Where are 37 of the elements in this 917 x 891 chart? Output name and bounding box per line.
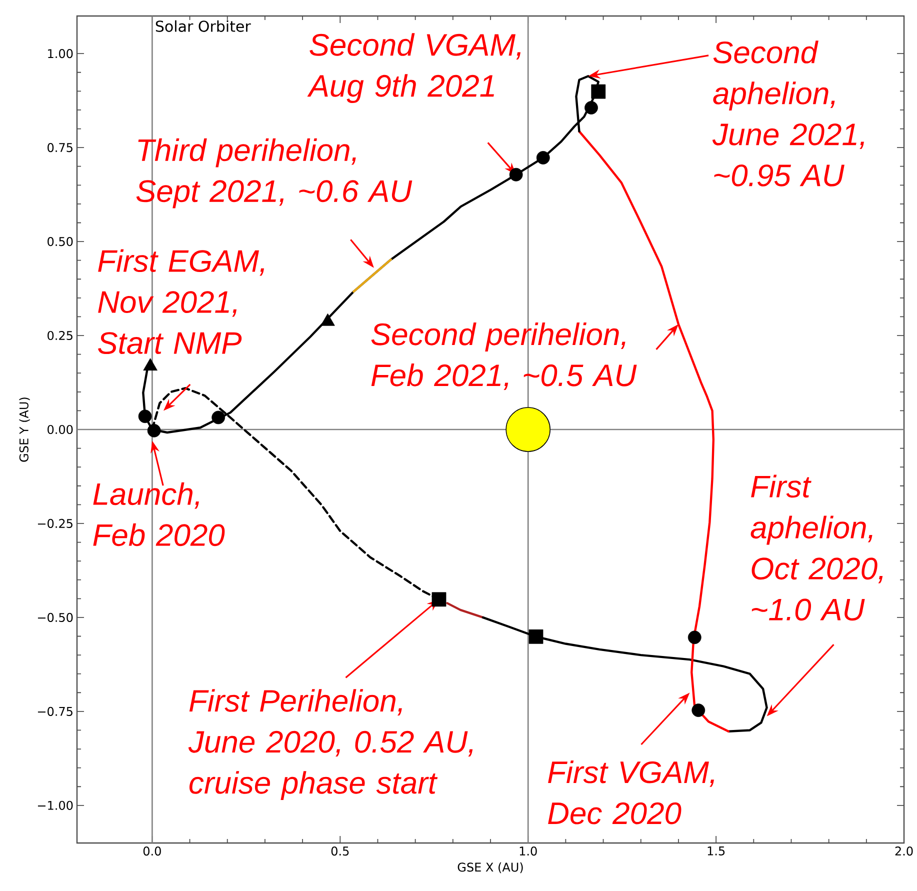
x-tick-label: 0.5 — [331, 846, 349, 856]
point — [584, 101, 598, 114]
point — [432, 592, 446, 607]
y-tick-label: −1.00 — [38, 800, 73, 810]
annotation: Second VGAM, Aug 9th 2021 — [307, 33, 521, 104]
x-tick-label: 0.0 — [143, 846, 161, 856]
y-tick-label: 0.50 — [48, 237, 73, 246]
y-tick-label: 1.00 — [48, 49, 73, 58]
point — [591, 84, 606, 99]
annotation: Third perihelion, Sept 2021, ~0.6 AU — [136, 138, 412, 208]
chart-title: Solar Orbiter — [156, 20, 251, 32]
x-axis-title: GSE X (AU) — [458, 862, 523, 874]
annotation: First EGAM, Nov 2021, Start NMP — [98, 249, 264, 354]
x-tick-label: 1.5 — [708, 846, 725, 856]
point — [528, 629, 544, 644]
point — [692, 704, 706, 718]
annotation: Second perihelion, Feb 2021, ~0.5 AU — [371, 322, 637, 390]
y-tick-label: −0.50 — [38, 612, 73, 622]
point — [138, 410, 152, 424]
y-tick-label: −0.25 — [38, 518, 72, 528]
x-tick-label: 2.0 — [895, 846, 913, 856]
point — [212, 410, 226, 424]
point — [536, 151, 550, 164]
annotation: Second aphelion, June 2021, ~0.95 AU — [712, 40, 864, 186]
y-tick-label: −0.75 — [38, 706, 72, 716]
point — [509, 168, 523, 182]
annotation: First Perihelion, June 2020, 0.52 AU, cruise phase start — [188, 689, 473, 800]
point — [688, 630, 702, 644]
annotation: First VGAM, Dec 2020 — [548, 760, 714, 824]
annotation: Launch, Feb 2020 — [93, 482, 225, 546]
y-axis-title: GSE Y (AU) — [19, 398, 30, 462]
y-tick-label: 0.75 — [48, 143, 72, 152]
annotation: First aphelion, Oct 2020, ~1.0 AU — [750, 474, 883, 621]
y-tick-label: 0.00 — [48, 424, 73, 434]
point — [147, 424, 161, 438]
y-tick-label: 0.25 — [48, 330, 72, 340]
x-tick-label: 1.0 — [520, 846, 537, 856]
